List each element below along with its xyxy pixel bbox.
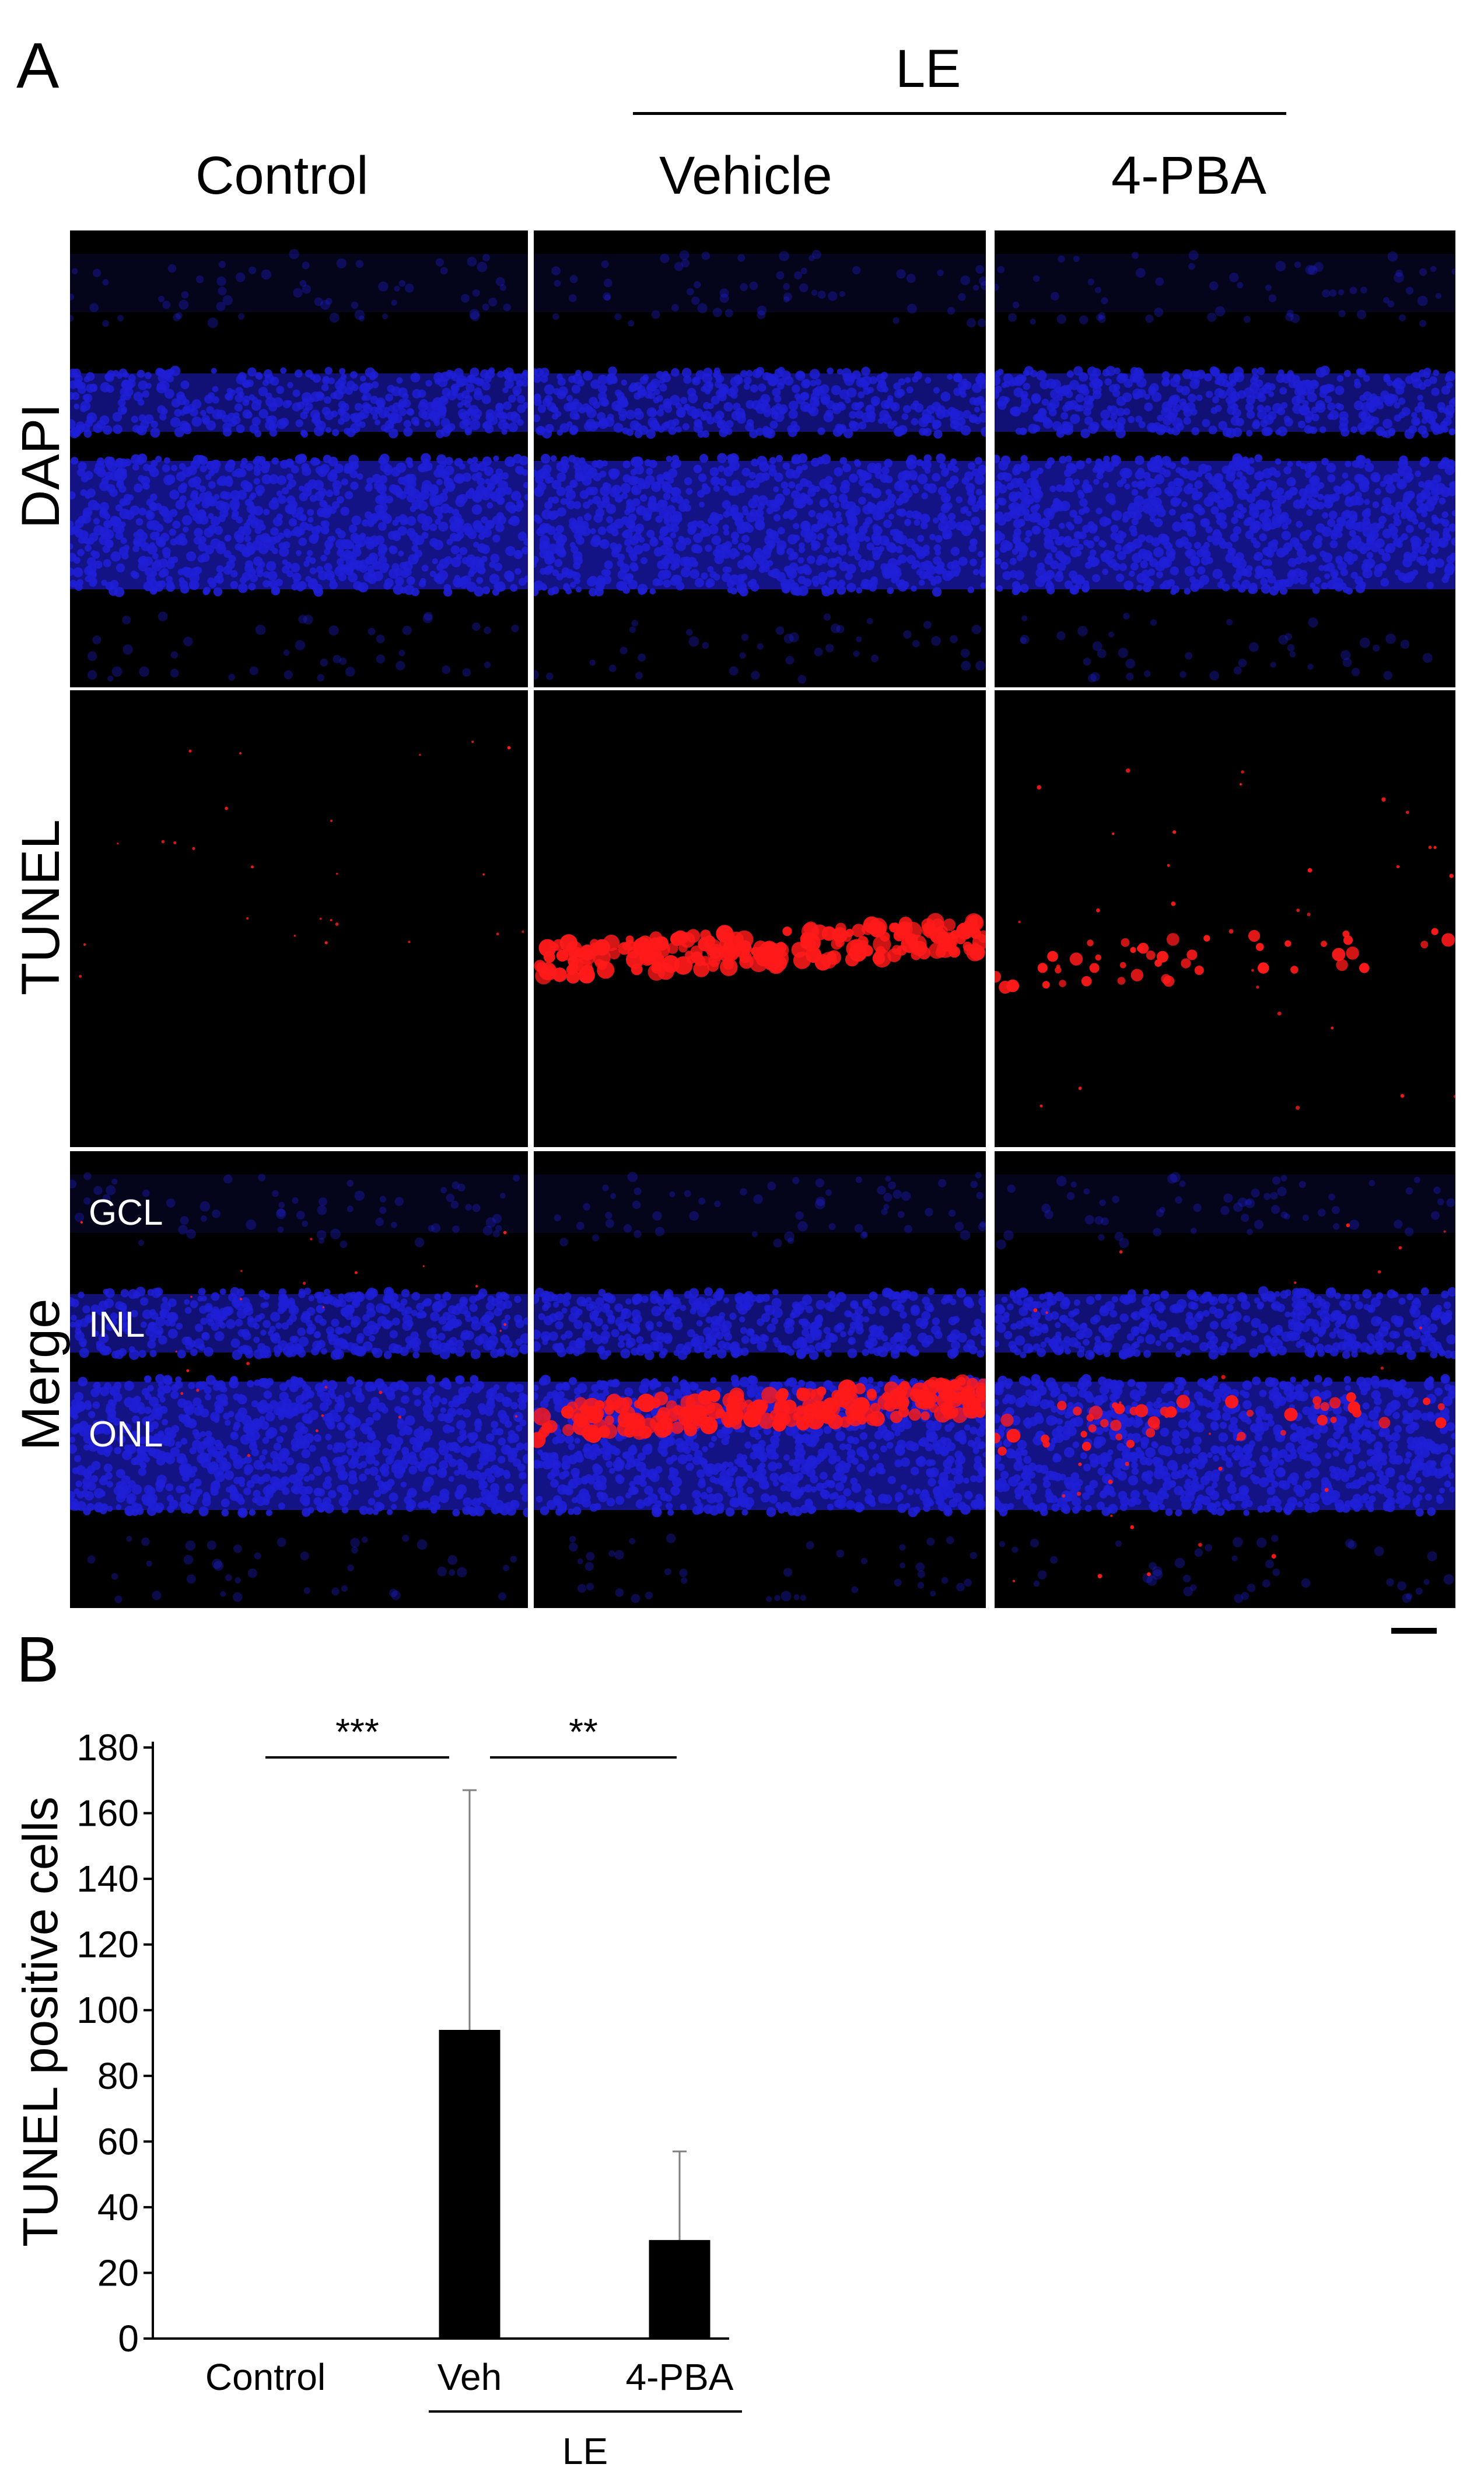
nuclei-layer [70,1287,528,1360]
tunel-signal [534,1374,986,1448]
bar-4-pba [649,2240,710,2339]
layer-label-gcl: GCL [89,1193,163,1233]
column-header-vehicle: Vehicle [659,146,832,205]
micrograph-tunel-control [70,690,528,1147]
panel-b-letter: B [16,1624,60,1696]
tunel-signal [995,928,1455,994]
y-tick-label: 100 [76,1989,139,2031]
tunel-signal [534,913,986,985]
tunel-signal [995,1392,1447,1456]
column-header-4pba: 4-PBA [1111,146,1266,205]
tunel-signal [1013,1223,1446,1582]
nuclei-layer [995,250,1455,327]
nuclei-layer [87,1535,517,1603]
y-tick-label: 0 [118,2318,139,2360]
y-tick-label: 180 [76,1726,139,1768]
nuclei-layer [534,366,986,439]
nuclei-layer [534,453,986,597]
y-tick-label: 80 [97,2055,139,2097]
nuclei-layer [995,365,1455,439]
bar-veh [439,2029,501,2339]
tunel-signal [1018,768,1455,1110]
y-tick-label: 20 [97,2252,139,2294]
nuclei-layer [554,1172,986,1248]
tunel-signal [79,740,524,978]
cell-layer-band [995,1175,1455,1233]
panel-a-letter: A [16,30,60,102]
row-label-tunel: TUNEL [11,819,71,995]
nuclei-layer [569,1533,977,1603]
nuclei-layer [534,613,986,684]
y-tick-label: 120 [76,1924,139,1966]
x-tick-label: Veh [438,2356,502,2398]
nuclei-layer [995,1286,1455,1360]
cell-layer-band [534,1175,986,1233]
row-label-merge: Merge [11,1298,71,1451]
micrograph-tunel-4pba [995,690,1455,1147]
micrograph-dapi-control [70,230,528,687]
significance-label: *** [335,1711,379,1753]
layer-label-onl: ONL [89,1414,163,1455]
nuclei-layer [70,1373,528,1518]
micrograph-merge-control [70,1151,528,1608]
nuclei-layer [996,1172,1455,1250]
row-label-dapi: DAPI [11,403,71,529]
group-header-line [633,112,1286,115]
cell-layer-band [534,254,986,312]
nuclei-layer [999,1535,1454,1603]
nuclei-layer [551,250,986,328]
nuclei-layer [70,1172,520,1248]
scale-bar [1391,1628,1437,1634]
micrograph-dapi-vehicle [534,230,986,687]
tunel-bar-chart: TUNEL positive cells 0 20 40 60 80 100 120 140 1… [13,1711,742,2472]
micrograph-tunel-vehicle [534,690,986,1147]
nuclei-layer [87,611,519,682]
micrograph-merge-vehicle [534,1151,986,1608]
x-tick-label: 4-PBA [626,2356,734,2398]
nuclei-layer [534,1287,986,1361]
nuclei-layer [70,249,511,328]
layer-label-inl: INL [89,1305,145,1345]
nuclei-layer [70,365,528,439]
column-header-control: Control [195,146,369,205]
cell-layer-band [995,254,1455,312]
y-tick-label: 40 [97,2186,139,2228]
cell-layer-band [70,254,528,312]
group-label-le: LE [562,2430,608,2472]
tunel-signal [80,1221,517,1458]
group-header-le: LE [895,39,961,99]
y-tick-label: 160 [76,1792,139,1834]
y-axis-label: TUNEL positive cells [13,1797,68,2247]
nuclei-layer [70,453,528,597]
y-tick-label: 60 [97,2120,139,2162]
cell-layer-band [70,1175,528,1233]
nuclei-layer [1020,613,1433,683]
nuclei-layer [995,453,1455,596]
micrograph-merge-4pba [995,1151,1455,1608]
significance-label: ** [569,1711,598,1753]
nuclei-layer [995,1374,1455,1517]
y-tick-label: 140 [76,1858,139,1900]
micrograph-dapi-4pba [995,230,1455,687]
x-tick-label: Control [205,2356,326,2398]
